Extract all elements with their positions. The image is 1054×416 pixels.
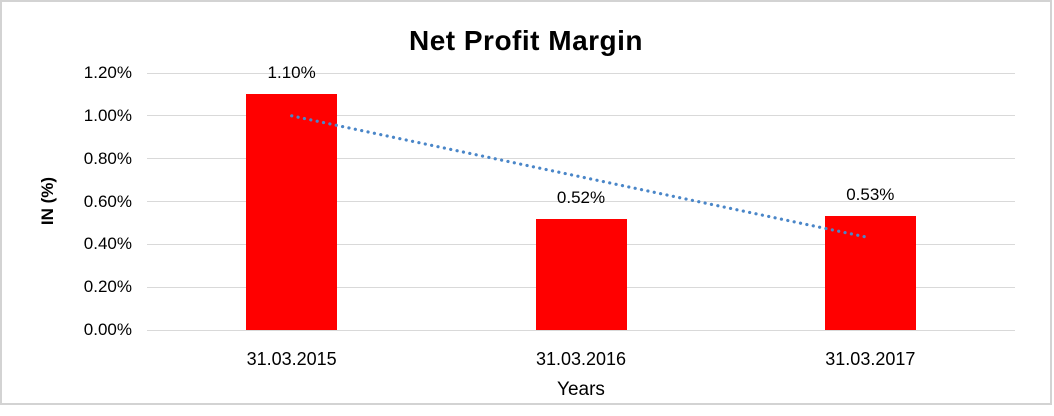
- bar: [246, 94, 338, 330]
- y-axis-tick-label: 1.00%: [83, 105, 132, 125]
- y-axis-tick-label: 0.60%: [83, 191, 132, 211]
- bar: [535, 218, 627, 330]
- x-axis-title: Years: [557, 379, 605, 400]
- chart-title: Net Profit Margin: [408, 25, 644, 56]
- y-axis-tick-label: 1.20%: [83, 63, 132, 82]
- y-axis-tick-label: 0.80%: [83, 148, 132, 168]
- y-axis-tick-label: 0.40%: [83, 234, 132, 254]
- x-axis-category-label: 31.03.2015: [246, 349, 337, 369]
- gridline: [147, 72, 1015, 74]
- y-axis-tick-label: 0.20%: [83, 277, 132, 297]
- bar-data-label: 0.52%: [556, 187, 606, 207]
- chart-frame: Net Profit Margin IN (%) 1.20% 1.00% 0.80%…: [0, 0, 1052, 405]
- bar-data-label: 1.10%: [267, 63, 316, 83]
- x-axis-category-label: 31.03.2017: [825, 349, 916, 369]
- bar-data-label: 0.53%: [846, 185, 895, 205]
- gridline: [147, 329, 1015, 331]
- bar: [824, 216, 916, 330]
- x-axis-category-label: 31.03.2016: [535, 349, 627, 369]
- y-axis-tick-label: 0.00%: [83, 320, 132, 339]
